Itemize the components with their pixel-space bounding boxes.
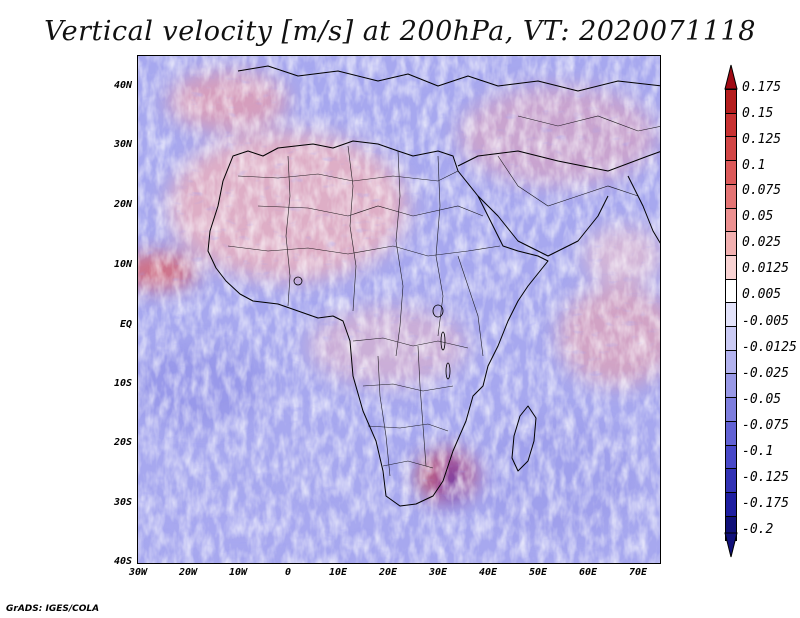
lat-label: EQ <box>119 319 132 330</box>
colorbar-swatch <box>725 444 737 470</box>
colorbar-swatch <box>725 160 737 186</box>
colorbar-label: -0.005 <box>742 314 789 329</box>
map-title: Vertical velocity [m/s] at 200hPa, VT: 2… <box>44 16 756 47</box>
lat-label: 20N <box>113 199 132 210</box>
colorbar-swatch <box>725 420 737 446</box>
colorbar-label: 0.075 <box>742 183 782 198</box>
colorbar-label: -0.05 <box>742 392 782 407</box>
colorbar-label: -0.075 <box>742 418 789 433</box>
lon-label: 10E <box>328 567 348 578</box>
colorbar-swatch <box>725 326 737 351</box>
colorbar-label: 0.1 <box>742 158 766 173</box>
colorbar-swatch <box>725 183 737 209</box>
colorbar-label: -0.2 <box>742 522 774 537</box>
colorbar-label: 0.175 <box>742 80 782 95</box>
colorbar-label: -0.1 <box>742 444 774 459</box>
grads-credit: GrADS: IGES/COLA <box>6 604 100 614</box>
lon-label: 30W <box>128 567 148 578</box>
colorbar-swatch <box>725 349 737 375</box>
lon-label: 40E <box>478 567 498 578</box>
madagascar-coastline <box>511 405 537 472</box>
colorbar-label: -0.0125 <box>742 340 797 355</box>
lat-label: 20S <box>113 437 132 448</box>
colorbar-swatch <box>725 136 737 162</box>
lat-label: 40S <box>113 556 132 567</box>
coastline-outline <box>207 65 660 507</box>
velocity-map <box>137 55 661 564</box>
colorbar-swatch <box>725 254 737 280</box>
colorbar-swatch <box>725 278 737 304</box>
colorbar-label: -0.125 <box>742 470 789 485</box>
lon-label: 0 <box>284 567 292 578</box>
lat-label: 10S <box>113 378 132 389</box>
colorbar-label: 0.125 <box>742 132 782 147</box>
colorbar-swatch <box>725 491 737 517</box>
colorbar-label: -0.025 <box>742 366 789 381</box>
lat-label: 40N <box>113 80 132 91</box>
colorbar-label: 0.15 <box>742 106 774 121</box>
india-coastline <box>627 175 660 244</box>
colorbar-label: 0.005 <box>742 287 782 302</box>
colorbar-arrow-top <box>724 64 738 90</box>
colorbar-swatch <box>725 373 737 399</box>
colorbar-label: 0.05 <box>742 209 774 224</box>
lon-label: 60E <box>578 567 598 578</box>
colorbar-swatch <box>725 89 737 114</box>
lon-label: 30E <box>428 567 448 578</box>
colorbar-label: 0.025 <box>742 235 782 250</box>
lat-label: 30S <box>113 497 132 508</box>
lat-label: 10N <box>113 259 132 270</box>
colorbar-swatch <box>725 112 737 138</box>
colorbar-swatch <box>725 468 737 494</box>
colorbar-label: -0.175 <box>742 496 789 511</box>
lon-label: 20W <box>178 567 198 578</box>
lon-label: 50E <box>528 567 548 578</box>
colorbar-swatch <box>725 302 737 328</box>
colorbar-swatch <box>725 397 737 423</box>
europe-coastline <box>237 65 660 92</box>
lat-label: 30N <box>113 139 132 150</box>
colorbar-label: 0.0125 <box>742 261 789 276</box>
africa-coastline <box>207 140 549 507</box>
country-borders <box>227 115 660 477</box>
arabia-coastline <box>457 150 660 257</box>
lakes <box>293 276 451 380</box>
lon-label: 10W <box>228 567 248 578</box>
lon-label: 20E <box>378 567 398 578</box>
colorbar-swatch <box>725 207 737 233</box>
colorbar-arrow-bottom <box>724 532 738 558</box>
colorbar-swatch <box>725 231 737 257</box>
lon-label: 70E <box>628 567 648 578</box>
